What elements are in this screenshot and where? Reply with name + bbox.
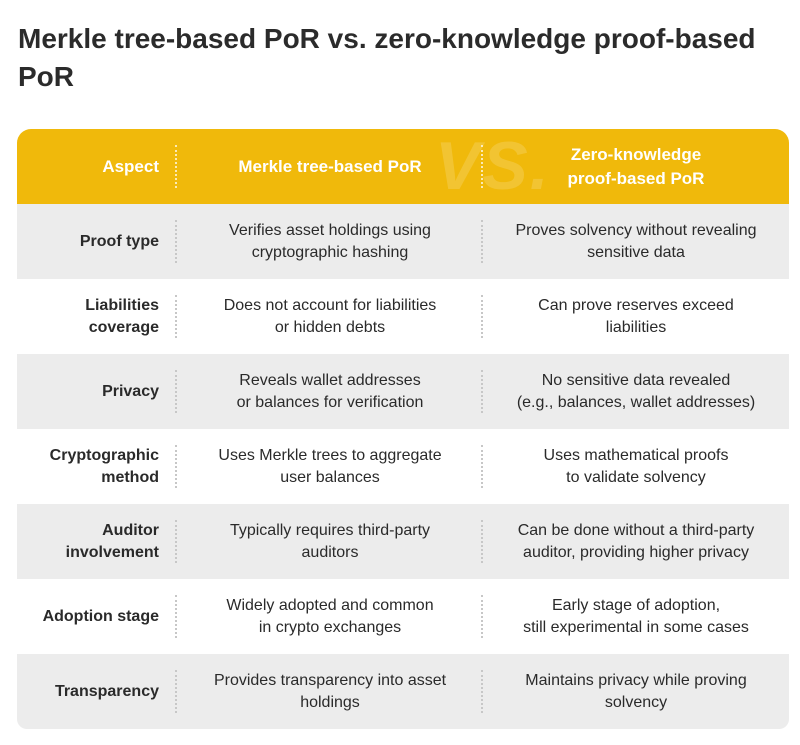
- aspect-cell: Adoption stage: [17, 579, 177, 654]
- merkle-cell: Widely adopted and common in crypto exch…: [177, 579, 483, 654]
- table-row: Privacy Reveals wallet addresses or bala…: [17, 354, 789, 429]
- table-row: Proof type Verifies asset holdings using…: [17, 204, 789, 279]
- zk-text: Early stage of adoption, still experimen…: [523, 596, 749, 636]
- aspect-cell: Proof type: [17, 204, 177, 279]
- merkle-text: Verifies asset holdings using cryptograp…: [229, 221, 431, 261]
- zk-text: Maintains privacy while proving solvency: [525, 671, 747, 711]
- zk-cell: Proves solvency without revealing sensit…: [483, 204, 789, 279]
- aspect-label: Privacy: [102, 382, 159, 400]
- zk-text: Uses mathematical proofs to validate sol…: [543, 446, 729, 486]
- aspect-label: Liabilities coverage: [85, 296, 159, 336]
- merkle-cell: Uses Merkle trees to aggregate user bala…: [177, 429, 483, 504]
- table-row: Adoption stage Widely adopted and common…: [17, 579, 789, 654]
- aspect-label: Cryptographic method: [49, 446, 159, 486]
- merkle-cell: Does not account for liabilities or hidd…: [177, 279, 483, 354]
- zk-cell: Uses mathematical proofs to validate sol…: [483, 429, 789, 504]
- table-row: Auditor involvement Typically requires t…: [17, 504, 789, 579]
- table-row: Cryptographic method Uses Merkle trees t…: [17, 429, 789, 504]
- zk-cell: Can prove reserves exceed liabilities: [483, 279, 789, 354]
- header-aspect-label: Aspect: [102, 156, 159, 176]
- header-merkle-label: Merkle tree-based PoR: [238, 156, 422, 176]
- zk-text: Can prove reserves exceed liabilities: [538, 296, 734, 336]
- zk-cell: Can be done without a third-party audito…: [483, 504, 789, 579]
- merkle-text: Widely adopted and common in crypto exch…: [226, 596, 434, 636]
- aspect-cell: Liabilities coverage: [17, 279, 177, 354]
- aspect-label: Proof type: [79, 232, 159, 250]
- merkle-cell: Provides transparency into asset holding…: [177, 654, 483, 729]
- aspect-label: Transparency: [54, 682, 159, 700]
- merkle-text: Provides transparency into asset holding…: [213, 671, 447, 711]
- merkle-cell: Verifies asset holdings using cryptograp…: [177, 204, 483, 279]
- zk-text: Can be done without a third-party audito…: [517, 521, 755, 561]
- table-row: Transparency Provides transparency into …: [17, 654, 789, 729]
- zk-text: Proves solvency without revealing sensit…: [515, 221, 757, 261]
- zk-cell: No sensitive data revealed (e.g., balanc…: [483, 354, 789, 429]
- merkle-text: Typically requires third-party auditors: [229, 521, 431, 561]
- aspect-cell: Transparency: [17, 654, 177, 729]
- aspect-cell: Cryptographic method: [17, 429, 177, 504]
- table-row: Liabilities coverage Does not account fo…: [17, 279, 789, 354]
- header-cell-aspect: Aspect: [17, 129, 177, 204]
- merkle-text: Uses Merkle trees to aggregate user bala…: [218, 446, 442, 486]
- zk-cell: Maintains privacy while proving solvency: [483, 654, 789, 729]
- merkle-text: Does not account for liabilities or hidd…: [223, 296, 437, 336]
- merkle-cell: Typically requires third-party auditors: [177, 504, 483, 579]
- comparison-table: VS. Aspect Merkle tree-based PoR Zero-kn…: [17, 129, 789, 729]
- zk-text: No sensitive data revealed (e.g., balanc…: [516, 371, 756, 411]
- page-title: Merkle tree-based PoR vs. zero-knowledge…: [18, 23, 756, 92]
- aspect-cell: Auditor involvement: [17, 504, 177, 579]
- aspect-label: Adoption stage: [42, 607, 159, 625]
- merkle-text: Reveals wallet addresses or balances for…: [236, 371, 424, 411]
- table-header: VS. Aspect Merkle tree-based PoR Zero-kn…: [17, 129, 789, 204]
- aspect-cell: Privacy: [17, 354, 177, 429]
- header-zk-label: Zero-knowledge proof-based PoR: [567, 144, 705, 188]
- merkle-cell: Reveals wallet addresses or balances for…: [177, 354, 483, 429]
- header-cell-merkle: Merkle tree-based PoR: [177, 129, 483, 204]
- aspect-label: Auditor involvement: [65, 521, 159, 561]
- zk-cell: Early stage of adoption, still experimen…: [483, 579, 789, 654]
- header-cell-zk: Zero-knowledge proof-based PoR: [483, 129, 789, 204]
